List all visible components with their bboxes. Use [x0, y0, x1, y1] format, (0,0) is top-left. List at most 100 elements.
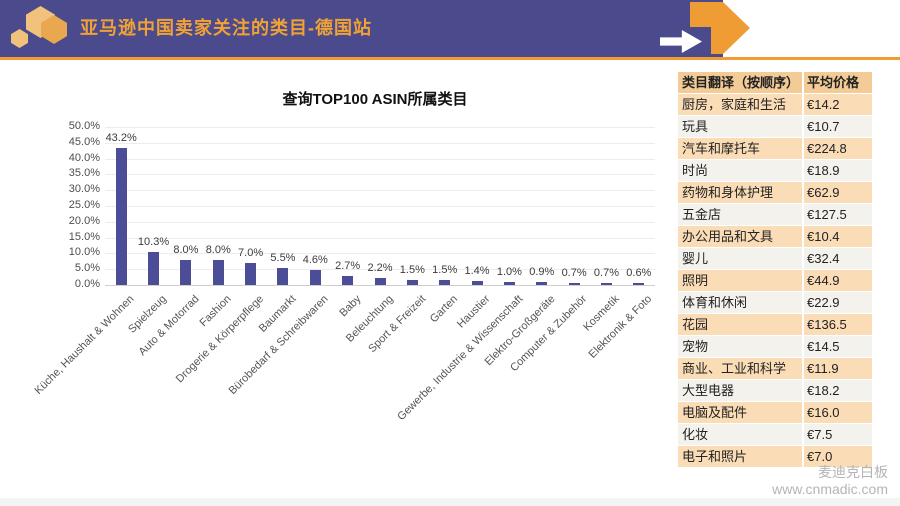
page-title: 亚马逊中国卖家关注的类目-德国站: [80, 18, 372, 38]
bar-value-label: 7.0%: [238, 246, 264, 259]
category-cell: 化妆: [678, 424, 802, 445]
watermark-brand: 麦迪克白板: [818, 464, 888, 480]
gridline: [105, 285, 655, 286]
gridline: [105, 206, 655, 207]
price-cell: €127.5: [804, 204, 872, 225]
x-axis-category-label: Küche, Haushalt & Wohnen: [32, 293, 137, 397]
table-row: 玩具 €10.7: [678, 116, 872, 137]
category-cell: 大型电器: [678, 380, 802, 401]
y-axis-tick-label: 5.0%: [74, 262, 100, 275]
gridline: [105, 269, 655, 271]
price-cell: €7.0: [804, 446, 872, 467]
bar-value-label: 5.5%: [270, 251, 296, 264]
category-cell: 汽车和摩托车: [678, 138, 802, 159]
bar-value-label: 2.7%: [335, 260, 361, 273]
bar-value-label: 0.9%: [529, 266, 555, 279]
bar: [245, 262, 257, 285]
table-row: 照明 €44.9: [678, 270, 872, 291]
bar: [342, 276, 354, 285]
table-row: 药物和身体护理 €62.9: [678, 182, 872, 203]
bar: [180, 259, 192, 285]
y-axis-tick-label: 45.0%: [68, 135, 100, 148]
bar-value-label: 4.6%: [302, 254, 328, 267]
table-header-category: 类目翻译（按顺序）: [678, 72, 802, 93]
watermark: 麦迪克白板 www.cnmadic.com: [772, 464, 888, 498]
gridline: [105, 237, 655, 239]
table-row: 时尚 €18.9: [678, 160, 872, 181]
y-axis-tick-label: 35.0%: [68, 167, 100, 180]
price-cell: €62.9: [804, 182, 872, 203]
table-row: 办公用品和文具 €10.4: [678, 226, 872, 247]
bar: [212, 259, 224, 285]
x-axis-category-label: Baby: [336, 293, 364, 320]
bar-value-label: 1.5%: [399, 264, 425, 277]
price-cell: €44.9: [804, 270, 872, 291]
watermark-url: www.cnmadic.com: [772, 481, 888, 497]
table-row: 电子和照片 €7.0: [678, 446, 872, 467]
bar: [309, 270, 321, 285]
bar: [439, 280, 451, 285]
bar: [471, 280, 483, 285]
x-axis-category-label: Auto & Motorrad: [136, 293, 202, 359]
table-body: 厨房，家庭和生活 €14.2 玩具 €10.7 汽车和摩托车 €224.8 时尚 €18.9 药…: [678, 94, 872, 467]
price-cell: €14.2: [804, 94, 872, 115]
bar-value-label: 0.7%: [593, 266, 619, 279]
category-price-table: 类目翻译（按顺序） 平均价格 厨房，家庭和生活 €14.2 玩具 €10.7 汽车和摩托…: [678, 72, 872, 468]
table-row: 宠物 €14.5: [678, 336, 872, 357]
y-axis-tick-label: 15.0%: [68, 230, 100, 243]
category-cell: 花园: [678, 314, 802, 335]
price-cell: €224.8: [804, 138, 872, 159]
gridline: [105, 174, 655, 176]
bar-value-label: 1.5%: [432, 264, 458, 277]
x-axis-category-label: Sport & Freizeit: [365, 293, 428, 356]
category-cell: 照明: [678, 270, 802, 291]
bar-value-label: 1.4%: [464, 264, 490, 277]
bar-value-label: 2.2%: [367, 262, 393, 275]
bar: [374, 278, 386, 285]
bar: [277, 267, 289, 285]
bar-value-label: 0.6%: [626, 267, 652, 279]
category-cell: 宠物: [678, 336, 802, 357]
bar: [115, 148, 127, 285]
gridline: [105, 142, 655, 144]
category-cell: 时尚: [678, 160, 802, 181]
price-cell: €10.4: [804, 226, 872, 247]
table-row: 体育和休闲 €22.9: [678, 292, 872, 313]
chart-title: 查询TOP100 ASIN所属类目: [282, 91, 468, 108]
bar: [600, 282, 612, 285]
category-cell: 体育和休闲: [678, 292, 802, 313]
y-axis-tick-label: 40.0%: [68, 151, 100, 164]
y-axis-tick-label: 25.0%: [68, 199, 100, 211]
bar-value-label: 43.2%: [105, 132, 137, 145]
table-row: 五金店 €127.5: [678, 204, 872, 225]
price-cell: €18.9: [804, 160, 872, 181]
category-cell: 办公用品和文具: [678, 226, 802, 247]
table-row: 花园 €136.5: [678, 314, 872, 335]
table-row: 电脑及配件 €16.0: [678, 402, 872, 423]
bar-value-label: 10.3%: [137, 236, 170, 249]
bottom-strip: [0, 498, 900, 506]
price-cell: €18.2: [804, 380, 872, 401]
price-cell: €7.5: [804, 424, 872, 445]
gridline: [105, 221, 655, 223]
table-row: 厨房，家庭和生活 €14.2: [678, 94, 872, 115]
y-axis-tick-label: 30.0%: [68, 183, 100, 196]
bar: [503, 281, 515, 285]
category-cell: 五金店: [678, 204, 802, 225]
table-row: 汽车和摩托车 €224.8: [678, 138, 872, 159]
bar-value-label: 0.7%: [561, 266, 587, 279]
gridline: [105, 253, 655, 255]
price-cell: €22.9: [804, 292, 872, 313]
price-cell: €16.0: [804, 402, 872, 423]
table-header-row: 类目翻译（按顺序） 平均价格: [678, 72, 872, 93]
bar: [536, 282, 548, 285]
table-row: 化妆 €7.5: [678, 424, 872, 445]
logo-hexagon-icon: [11, 29, 28, 48]
y-axis-tick-label: 10.0%: [68, 246, 100, 259]
y-axis-tick-label: 20.0%: [68, 214, 100, 227]
category-cell: 电子和照片: [678, 446, 802, 467]
price-cell: €11.9: [804, 358, 872, 379]
bar: [633, 283, 645, 285]
gridline: [105, 127, 655, 128]
